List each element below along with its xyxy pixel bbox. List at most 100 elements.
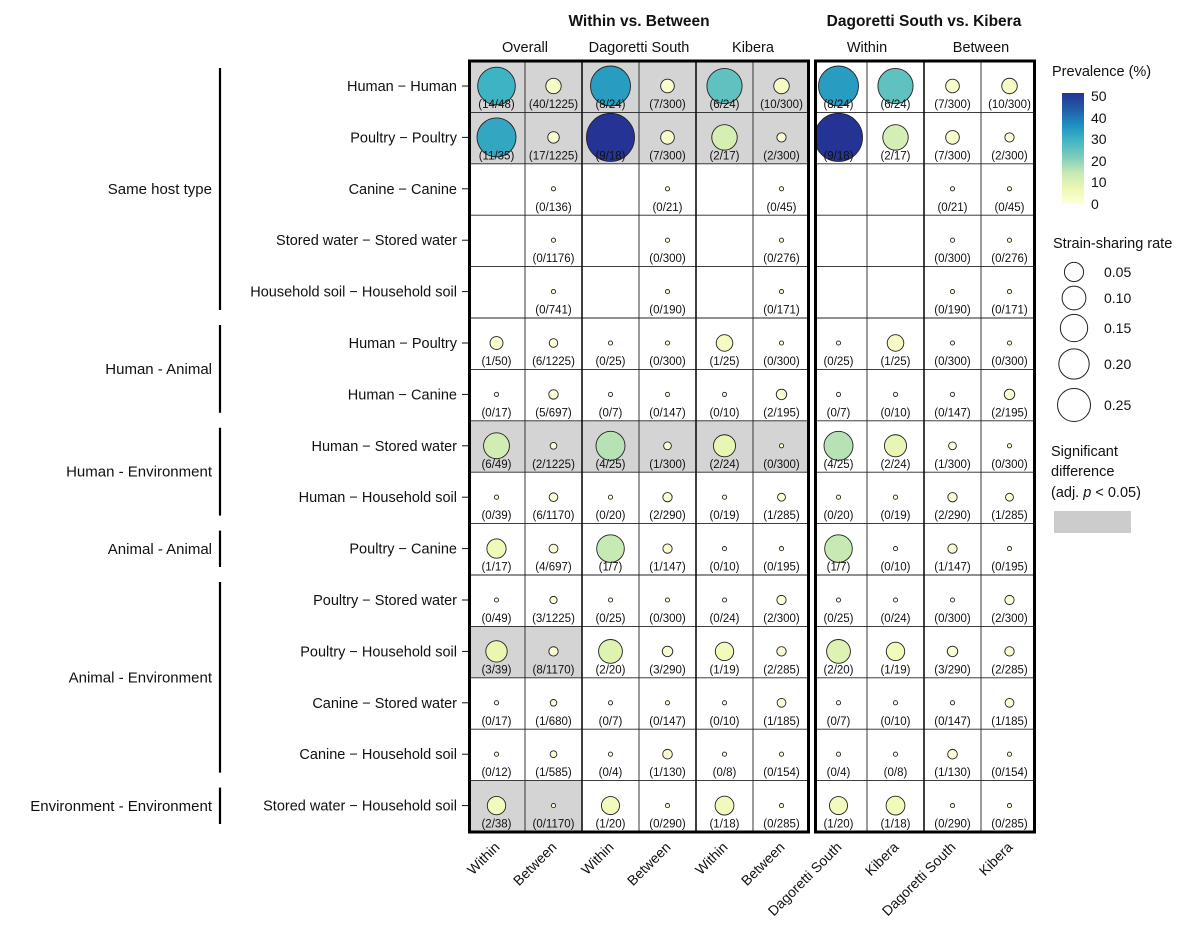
count-label: (2/17)	[880, 150, 910, 162]
count-label: (10/300)	[988, 99, 1031, 111]
bubble	[586, 112, 635, 162]
count-label: (0/154)	[763, 767, 800, 779]
count-label: (2/17)	[709, 150, 739, 162]
bubble	[721, 700, 728, 706]
bubble	[493, 494, 500, 500]
size-legend-circle	[1061, 285, 1087, 311]
count-label: (3/1225)	[532, 613, 575, 625]
count-label: (1/185)	[991, 716, 1028, 728]
bubble	[662, 492, 673, 503]
panel-borders	[468, 59, 1036, 834]
x-tick-label: Within	[464, 839, 503, 878]
bubble	[721, 751, 728, 757]
count-label: (7/300)	[649, 99, 686, 111]
row-label: Human − Household soil	[299, 490, 457, 506]
category-label: Animal - Animal	[108, 541, 212, 558]
bubble	[946, 645, 959, 658]
bubble	[885, 641, 906, 662]
bubble	[664, 289, 671, 295]
count-label: (0/147)	[649, 716, 686, 728]
panel-title-1: Within vs. Between	[568, 13, 709, 30]
count-label: (1/19)	[709, 664, 739, 676]
bubble	[607, 751, 614, 757]
row-label: Poultry − Stored water	[313, 593, 457, 609]
category-label: Animal - Environment	[69, 669, 213, 686]
count-label: (17/1225)	[529, 150, 578, 162]
count-label: (0/25)	[823, 613, 853, 625]
bubbles	[476, 65, 1018, 816]
bubble	[1006, 289, 1013, 295]
bubble	[550, 186, 557, 192]
bubble	[607, 597, 614, 603]
bubble	[664, 186, 671, 192]
count-label: (8/24)	[823, 99, 853, 111]
count-label: (2/24)	[709, 459, 739, 471]
bubble	[664, 700, 671, 706]
count-label: (0/19)	[709, 510, 739, 522]
category-label: Human - Animal	[105, 361, 212, 378]
count-label: (2/300)	[763, 150, 800, 162]
bubble	[548, 389, 559, 400]
count-label: (0/300)	[991, 356, 1028, 368]
size-legend-label: 0.15	[1104, 320, 1131, 336]
bubble	[776, 594, 787, 606]
count-label: (1/285)	[991, 510, 1028, 522]
count-label: (0/195)	[991, 562, 1028, 574]
row-label: Canine − Stored water	[312, 696, 457, 712]
count-label: (6/24)	[880, 99, 910, 111]
x-tick-label: Within	[578, 839, 617, 878]
count-label: (0/20)	[595, 510, 625, 522]
count-label: (0/147)	[649, 407, 686, 419]
color-legend-ticks: 50 40 30 20 10 0	[1091, 88, 1107, 212]
sig-legend-line3-a: (adj.	[1051, 485, 1083, 501]
bubble	[1006, 186, 1013, 192]
bubble	[714, 795, 735, 816]
bubble	[547, 131, 560, 144]
count-label: (8/24)	[595, 99, 625, 111]
bubble	[945, 130, 960, 145]
bubble	[548, 338, 559, 348]
count-label: (0/300)	[649, 253, 686, 265]
size-legend-items: 0.05 0.10 0.15 0.20 0.25	[1057, 261, 1131, 422]
bubble	[778, 443, 785, 449]
bubble	[949, 186, 956, 192]
bubble	[493, 391, 500, 397]
count-label: (2/195)	[991, 407, 1028, 419]
bubble	[947, 748, 958, 760]
size-legend-circle	[1063, 261, 1085, 283]
bubble	[947, 543, 958, 554]
count-label: (0/300)	[763, 459, 800, 471]
category-labels: Same host type Human - Animal Human - Envi…	[30, 68, 222, 824]
category-label: Same host type	[108, 181, 212, 198]
count-label: (1/130)	[934, 767, 971, 779]
count-label: (2/300)	[763, 613, 800, 625]
sig-legend-line3-p: p	[1082, 485, 1091, 501]
count-label: (0/300)	[934, 253, 971, 265]
count-label: (0/1170)	[533, 819, 575, 831]
group-header-dagoretti: Dagoretti South	[589, 40, 690, 56]
count-label: (0/190)	[934, 305, 971, 317]
bubble	[886, 334, 905, 352]
count-label: (0/19)	[880, 510, 910, 522]
row-label: Poultry − Household soil	[300, 644, 457, 660]
bubble	[1006, 546, 1013, 552]
count-label: (0/8)	[713, 767, 737, 779]
row-label: Household soil − Household soil	[250, 285, 457, 301]
count-label: (2/20)	[823, 664, 853, 676]
bubble	[664, 391, 671, 397]
bubble	[596, 534, 625, 563]
count-label: (1/20)	[595, 819, 625, 831]
count-label: (14/48)	[478, 99, 515, 111]
bubble	[949, 803, 956, 809]
color-legend-tick: 0	[1091, 196, 1099, 212]
bubble	[892, 546, 899, 552]
group-header-overall: Overall	[502, 40, 548, 56]
count-label: (0/10)	[880, 716, 910, 728]
row-label: Poultry − Poultry	[350, 130, 458, 146]
bubble	[711, 124, 738, 151]
bubble	[947, 492, 958, 503]
count-label: (2/195)	[763, 407, 800, 419]
count-label: (0/195)	[763, 562, 800, 574]
count-label: (7/300)	[934, 99, 971, 111]
bubble	[778, 546, 785, 552]
